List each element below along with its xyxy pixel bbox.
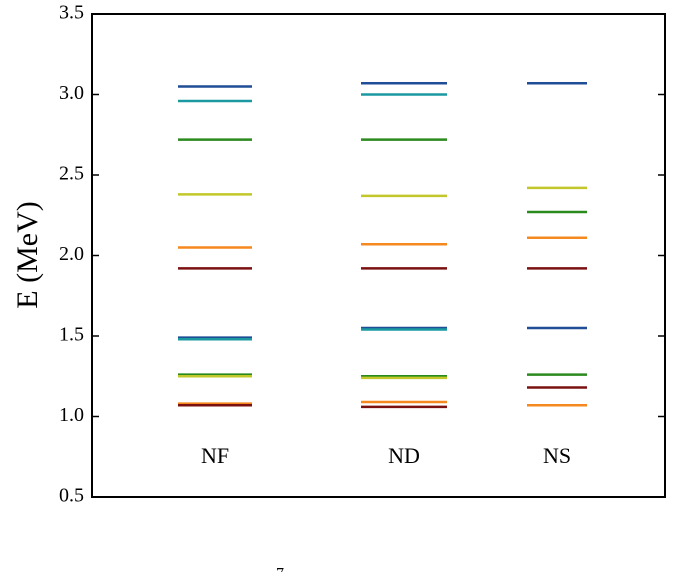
plot-frame bbox=[91, 13, 666, 498]
category-label: NF bbox=[201, 443, 229, 468]
y-tick-label: 2.0 bbox=[59, 243, 84, 265]
y-tick-label: 2.5 bbox=[59, 163, 84, 185]
y-tick-label: 3.5 bbox=[59, 2, 84, 24]
category-label: ND bbox=[388, 443, 420, 468]
category-label: NS bbox=[543, 443, 571, 468]
y-tick-label: 1.0 bbox=[59, 404, 84, 426]
y-tick-label: 1.5 bbox=[59, 324, 84, 346]
y-axis-label: E (MeV) bbox=[11, 201, 44, 308]
y-tick-label: 3.0 bbox=[59, 82, 84, 104]
y-tick-label: 0.5 bbox=[59, 485, 84, 507]
x-axis-label: 7 bbox=[276, 566, 284, 572]
